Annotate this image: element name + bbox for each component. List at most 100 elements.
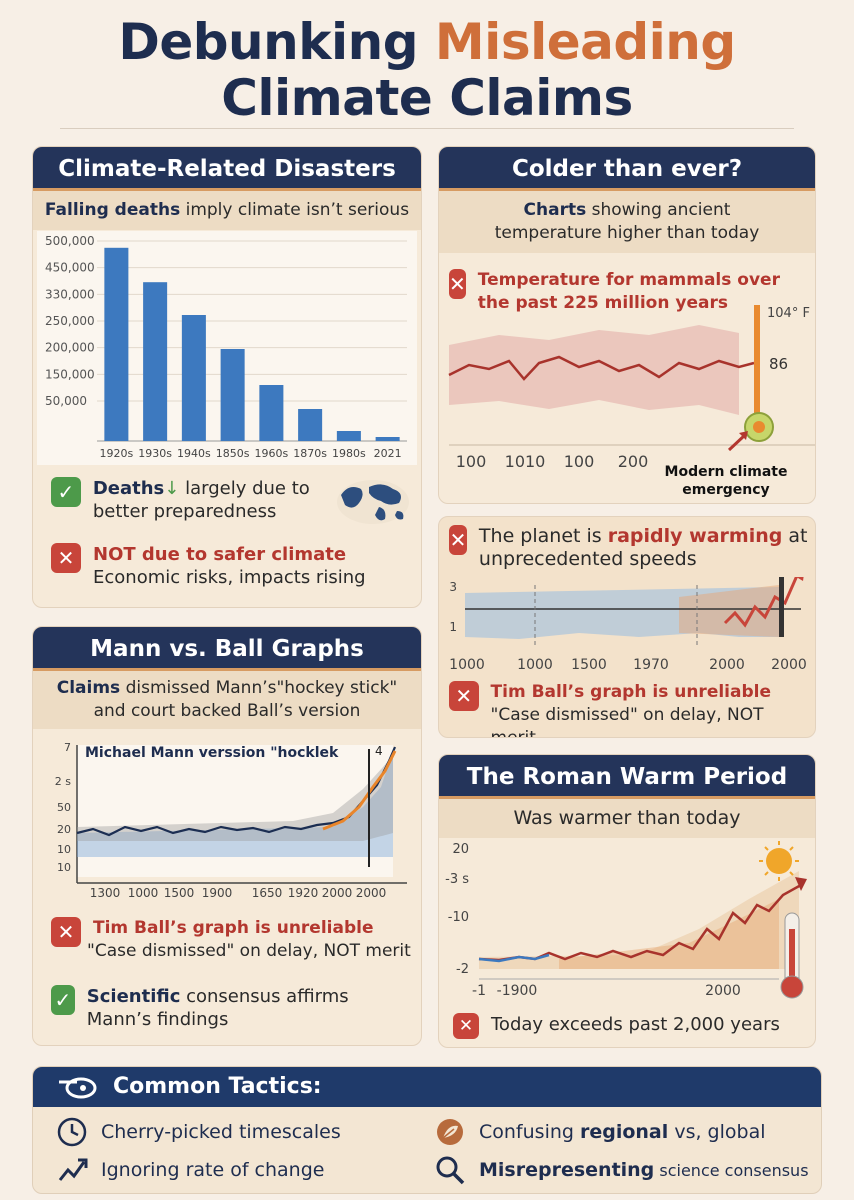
x-tick-label: 1870s: [293, 447, 327, 460]
disasters-x-text: NOT due to safer climate Economic risks,…: [93, 543, 366, 589]
mann-title: Mann vs. Ball Graphs: [33, 627, 421, 671]
colder-sub-bold: Charts: [523, 200, 587, 220]
bar-1920s: [104, 247, 129, 441]
mann-chart-label: Michael Mann verssion "hocklek: [85, 745, 339, 761]
roman-card: The Roman Warm Period Was warmer than to…: [438, 754, 816, 1048]
title-part1: Debunking: [118, 13, 418, 71]
colder-subtitle: Charts showing ancient temperature highe…: [439, 191, 815, 253]
y-tick-label: 20: [452, 842, 469, 857]
x-tick-label: 2000: [322, 886, 353, 899]
warming-card: ✕ The planet is rapidly warming at unpre…: [438, 516, 816, 738]
y-tick-label: -10: [448, 910, 469, 925]
sun-icon: [759, 841, 799, 881]
x-tick-label: 2000: [705, 983, 741, 999]
temperature-band: [449, 325, 739, 415]
bar-1930s: [143, 282, 168, 441]
title-accent: Misleading: [434, 13, 736, 71]
y-tick-label: 10: [57, 843, 71, 856]
x-tick-label: 1850s: [216, 447, 250, 460]
colder-sub-rest: showing ancient temperature higher than …: [494, 200, 760, 243]
bar-1940s: [181, 315, 206, 441]
colder-claim-text: Temperature for mammals over the past 22…: [477, 270, 780, 313]
disasters-card: Climate-Related Disasters Falling deaths…: [32, 146, 422, 608]
x-tick-label: 1500: [571, 657, 607, 673]
disasters-title: Climate-Related Disasters: [33, 147, 421, 191]
disasters-sub-rest: imply climate isn’t serious: [180, 200, 410, 220]
y-tick-label: 200,000: [45, 341, 95, 355]
roman-title: The Roman Warm Period: [439, 755, 815, 799]
y-tick-label: 50: [57, 801, 71, 814]
x-tick-label: 2000: [771, 657, 807, 673]
mann-chart-corner: 4: [375, 744, 383, 758]
x-tick-label: 1930s: [138, 447, 172, 460]
x-tick-label: 1960s: [255, 447, 289, 460]
y-tick-label: 150,000: [45, 367, 95, 381]
x-tick-label: 100: [456, 452, 487, 471]
mann-check-row: ✓ Scientific consensus affirms Mann’s fi…: [51, 985, 411, 1031]
x-icon: ✕: [449, 525, 467, 555]
warming-x-text: Tim Ball’s graph is unreliable "Case dis…: [490, 682, 771, 738]
mann-y-ticks: 7 2 s 50 20 10 10: [55, 741, 71, 874]
disasters-check-text: Deaths↓ largely due to better preparedne…: [93, 477, 322, 523]
bar-1960s: [259, 385, 284, 441]
y-tick-label: 1: [449, 620, 457, 634]
whistle-icon: [59, 1077, 97, 1099]
x-icon: ✕: [449, 681, 479, 711]
disasters-x-row: ✕ NOT due to safer climate Economic risk…: [51, 543, 411, 589]
bar-1870s: [298, 409, 323, 441]
disasters-check-row: ✓ Deaths↓ largely due to better prepared…: [51, 477, 411, 527]
tactic-item-misrepresenting: Misrepresenting science consensus: [433, 1153, 809, 1187]
page-title: Debunking Misleading Climate Claims: [0, 14, 854, 126]
y-tick-label: -2: [456, 962, 469, 977]
tactic-item-rate-of-change: Ignoring rate of change: [55, 1153, 324, 1187]
uncertainty-band: [77, 751, 393, 857]
magnifier-icon: [433, 1153, 467, 1187]
y-tick-label: 450,000: [45, 261, 95, 275]
y-tick-label: 500,000: [45, 234, 95, 248]
callout-arrow-icon: [727, 433, 747, 452]
roman-subtitle: Was warmer than today: [439, 799, 815, 838]
roman-x-ticks: -1 -1900 2000: [472, 983, 741, 999]
tactic-item-regional-global: Confusing regional vs, global: [433, 1115, 766, 1149]
title-line2: Climate Claims: [221, 69, 633, 127]
x-tick-label: 1300: [90, 886, 121, 899]
x-tick-label: 1970: [633, 657, 669, 673]
warming-y-ticks: 31: [449, 580, 457, 634]
bar-2021: [375, 437, 400, 441]
colder-card: Colder than ever? Charts showing ancient…: [438, 146, 816, 504]
x-tick-label: -1: [472, 983, 486, 999]
x-tick-label: 2000: [709, 657, 745, 673]
leaf-icon: [433, 1115, 467, 1149]
y-tick-label: 10: [57, 861, 71, 874]
check-icon: ✓: [51, 477, 81, 507]
bar-1980s: [336, 431, 361, 441]
deaths-bar-chart: 500,000 450,000 330,000 250,000 200,000 150,0…: [37, 231, 417, 465]
y-tick-label: 2 s: [55, 775, 71, 788]
thermometer-icon: [780, 912, 804, 999]
x-icon: ✕: [449, 269, 466, 299]
warming-claim-row: ✕ The planet is rapidly warming at unpre…: [449, 525, 809, 571]
recent-series-line: [322, 750, 397, 831]
x-tick-label: 1500: [164, 886, 195, 899]
common-tactics-panel: Common Tactics: Cherry-picked timescales…: [32, 1066, 822, 1194]
roman-y-ticks: 20 -3 s -10 -2: [445, 842, 469, 977]
x-bold: NOT due to safer climate: [93, 544, 347, 565]
warming-claim-text: The planet is rapidly warming at unprece…: [478, 525, 808, 570]
y-tick-label: 250,000: [45, 314, 95, 328]
check-icon: ✓: [51, 985, 75, 1015]
x-rest: Economic risks, impacts rising: [93, 567, 366, 588]
disasters-subtitle: Falling deaths imply climate isn’t serio…: [33, 191, 421, 230]
y-tick-label: 330,000: [45, 287, 95, 301]
y-tick-label: 7: [64, 741, 71, 754]
x-tick-label: 2000: [356, 886, 387, 899]
clock-icon: [55, 1115, 89, 1149]
temperature-line: [448, 355, 755, 381]
x-tick-label: 1980s: [332, 447, 366, 460]
world-map-icon: [337, 480, 410, 524]
roman-band: [479, 871, 799, 969]
disasters-sub-bold: Falling deaths: [44, 200, 181, 220]
y-tick-label: -3 s: [445, 872, 469, 887]
y-tick-label: 50,000: [45, 394, 87, 408]
check-bold: Deaths: [92, 478, 165, 499]
annot-86: 86: [769, 355, 788, 373]
